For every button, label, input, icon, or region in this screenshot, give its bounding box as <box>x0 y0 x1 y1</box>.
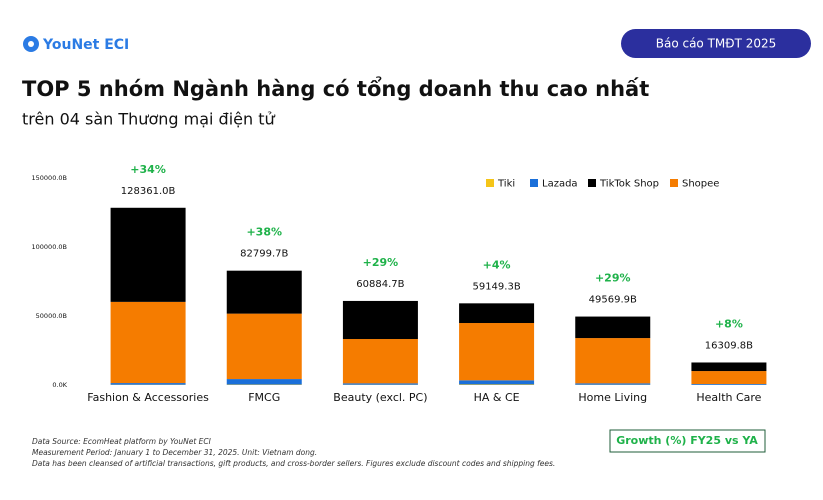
bar-segment <box>691 371 767 385</box>
growth-label: +34% <box>130 163 166 176</box>
total-label: 128361.0B <box>121 186 176 197</box>
legend-label: Lazada <box>542 179 578 190</box>
total-label: 59149.3B <box>472 281 520 292</box>
chart-title: TOP 5 nhóm Ngành hàng có tổng doanh thu … <box>22 76 649 101</box>
x-tick-label: Beauty (excl. PC) <box>333 391 427 404</box>
bar-segment <box>575 316 651 339</box>
legend-label: TikTok Shop <box>599 179 659 190</box>
legend-swatch <box>588 179 596 187</box>
bar-segment <box>691 384 767 385</box>
growth-label: +29% <box>595 272 631 285</box>
total-label: 16309.8B <box>705 340 753 351</box>
x-tick-label: HA & CE <box>474 391 520 404</box>
badge <box>621 29 811 58</box>
legend-swatch <box>486 179 494 187</box>
total-label: 82799.7B <box>240 249 288 260</box>
growth-legend-box <box>609 429 766 453</box>
growth-label: +4% <box>483 258 511 271</box>
bar-segment <box>459 380 535 385</box>
x-tick-label: FMCG <box>248 391 280 404</box>
y-tick-label: 0.0K <box>52 381 67 389</box>
legend-swatch <box>530 179 538 187</box>
y-tick-label: 150000.0B <box>32 174 67 182</box>
bar-segment <box>226 379 302 385</box>
legend-swatch <box>670 179 678 187</box>
total-label: 60884.7B <box>356 279 404 290</box>
bar-segment <box>691 362 767 372</box>
legend-label: Shopee <box>682 179 719 190</box>
total-label: 49569.9B <box>589 295 637 306</box>
footnote: Measurement Period: January 1 to Decembe… <box>32 448 317 457</box>
legend-label: Tiki <box>497 179 515 190</box>
bar-segment <box>110 207 186 302</box>
growth-legend: Growth (%) FY25 vs YA <box>616 434 758 447</box>
bar-segment <box>110 383 186 385</box>
bar-segment <box>342 383 418 385</box>
bar-segment <box>342 300 418 340</box>
bar-segment <box>110 301 186 384</box>
bar-segment <box>575 338 651 384</box>
logo-icon <box>23 36 39 52</box>
growth-label: +38% <box>246 226 282 239</box>
footnote: Data Source: EcomHeat platform by YouNet… <box>32 437 212 446</box>
y-tick-label: 50000.0B <box>36 312 67 320</box>
x-tick-label: Home Living <box>578 391 647 404</box>
bar-segment <box>226 313 302 380</box>
chart-subtitle: trên 04 sàn Thương mại điện tử <box>22 110 275 129</box>
bar-segment <box>459 323 535 381</box>
y-tick-label: 100000.0B <box>32 243 67 251</box>
bar-segment <box>226 270 302 314</box>
growth-label: +8% <box>715 317 743 330</box>
badge-text: Báo cáo TMĐT 2025 <box>656 37 777 51</box>
bar-segment <box>459 303 535 324</box>
x-tick-label: Health Care <box>696 391 761 404</box>
bar-segment <box>575 383 651 385</box>
bar-segment <box>342 339 418 384</box>
growth-label: +29% <box>363 256 399 269</box>
x-tick-label: Fashion & Accessories <box>87 391 209 404</box>
bar-segment <box>459 384 535 385</box>
footnote: Data has been cleansed of artificial tra… <box>32 459 555 468</box>
logo-text: YouNet ECI <box>42 37 129 53</box>
